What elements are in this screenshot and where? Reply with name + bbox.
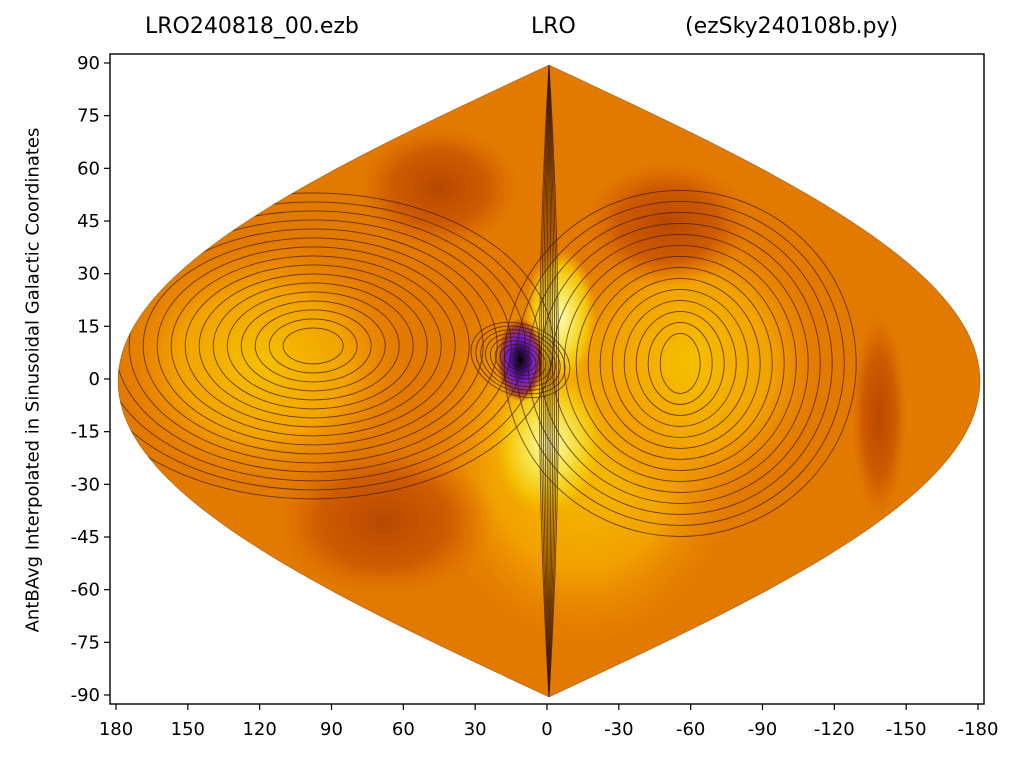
x-tick-label: -60 <box>676 719 705 740</box>
y-tick-label: 90 <box>77 53 100 74</box>
contour-line <box>142 237 484 455</box>
west-warm-region <box>560 223 824 504</box>
contour-line <box>647 321 713 405</box>
x-tick-label: 150 <box>171 719 205 740</box>
y-tick-label: -30 <box>71 474 100 495</box>
contour-line <box>240 300 386 392</box>
contour-line <box>575 255 785 471</box>
contour-line <box>515 200 845 526</box>
contour-line <box>539 222 821 504</box>
x-tick-label: 0 <box>541 719 552 740</box>
contour-line <box>548 65 554 697</box>
x-tick-label: -120 <box>814 719 855 740</box>
contour-line <box>514 355 527 365</box>
x-tick-label: 60 <box>392 719 415 740</box>
contour-line <box>509 351 532 369</box>
x-tick-label: 90 <box>320 719 343 740</box>
contour-line <box>212 282 414 410</box>
contour-line <box>599 277 761 449</box>
contour-line <box>170 255 456 437</box>
x-tick-label: 120 <box>242 719 276 740</box>
x-tick-label: 180 <box>99 719 133 740</box>
contour-line <box>538 65 550 697</box>
y-tick-label: 0 <box>89 369 100 390</box>
y-tick-label: -90 <box>71 685 100 706</box>
contour-line <box>548 65 558 697</box>
chart-title-script: (ezSky240108b.py) <box>685 14 899 39</box>
contour-line <box>504 347 537 373</box>
x-tick-label: -30 <box>604 719 633 740</box>
contour-line <box>587 266 773 460</box>
contour-line <box>254 309 372 383</box>
contour-line <box>527 211 833 515</box>
y-tick-label: 45 <box>77 211 100 232</box>
contour-line <box>128 228 498 464</box>
contour-line <box>548 65 556 697</box>
contour-line <box>156 246 470 446</box>
contour-line <box>499 344 542 376</box>
contour-line <box>548 65 552 697</box>
sky-outline <box>117 64 981 698</box>
contour-line <box>611 288 749 438</box>
contour-line <box>470 321 571 399</box>
chart-title-filename: LRO240818_00.ezb <box>145 14 359 39</box>
north-dark-band <box>582 159 753 287</box>
contour-line <box>282 327 344 365</box>
y-tick-label: 60 <box>77 158 100 179</box>
chart-title-station: LRO <box>531 14 576 39</box>
y-tick-label: -45 <box>71 527 100 548</box>
contour-line <box>548 65 560 697</box>
contour-line <box>118 219 512 473</box>
west-edge-dark-band <box>850 310 908 522</box>
north-east-dark-band <box>356 124 522 252</box>
contour-line <box>623 299 737 427</box>
contour-line <box>551 233 809 493</box>
contour-line <box>635 310 725 416</box>
contour-line <box>563 244 797 482</box>
y-tick-label: -60 <box>71 580 100 601</box>
y-tick-label: 75 <box>77 106 100 127</box>
x-tick-label: -90 <box>748 719 777 740</box>
contour-line <box>226 291 400 401</box>
y-tick-label: -75 <box>71 632 100 653</box>
contour-line <box>198 273 428 419</box>
x-tick-label: -180 <box>958 719 999 740</box>
y-tick-label: 30 <box>77 264 100 285</box>
contour-line <box>489 336 551 384</box>
contour-line <box>184 264 442 428</box>
south-dark-band <box>273 444 494 599</box>
contour-line <box>659 332 701 394</box>
x-tick-label: -150 <box>886 719 927 740</box>
contour-line <box>485 332 556 387</box>
contour-line <box>546 65 550 697</box>
y-tick-label: -15 <box>71 422 100 443</box>
sky-intensity-field <box>118 65 980 697</box>
contour-line <box>475 325 566 395</box>
y-tick-label: 15 <box>77 316 100 337</box>
x-tick-label: 30 <box>464 719 487 740</box>
contour-line <box>503 189 857 537</box>
contour-line <box>542 65 550 697</box>
contour-line <box>540 65 550 697</box>
contour-line <box>268 318 358 374</box>
contour-line <box>544 65 550 697</box>
